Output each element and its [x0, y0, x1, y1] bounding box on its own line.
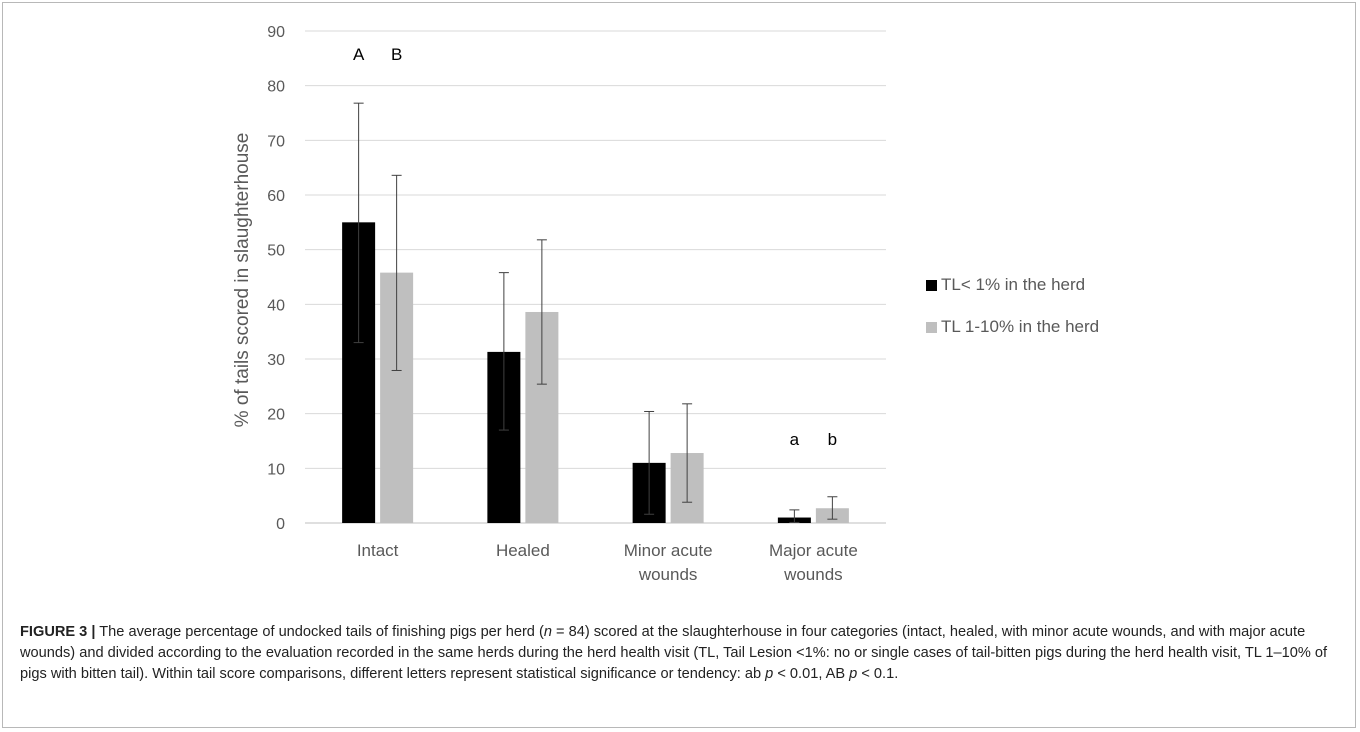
significance-letter: b: [828, 430, 837, 449]
x-tick-label: Major acute: [769, 541, 858, 560]
legend-swatch: [926, 322, 937, 333]
error-bar: [827, 496, 838, 520]
bars: [342, 222, 849, 524]
caption-text-3: < 0.01, AB: [773, 666, 850, 682]
figure-caption: FIGURE 3 | The average percentage of und…: [20, 622, 1340, 685]
x-tick-label: wounds: [783, 565, 843, 584]
y-axis-ticks: 0 10 20 30 40 50 60 70 80 90: [267, 24, 285, 533]
x-tick-label: Minor acute: [624, 541, 713, 560]
figure-label: FIGURE 3: [20, 624, 88, 640]
error-bars: [353, 102, 838, 523]
legend-swatch: [926, 280, 937, 291]
y-tick-label: 60: [267, 188, 285, 205]
significance-letters: A Ba b: [353, 45, 837, 449]
caption-n: n: [543, 624, 552, 640]
caption-text-2: = 84) scored at the slaughterhouse in fo…: [20, 624, 1328, 682]
y-tick-label: 40: [267, 297, 285, 314]
error-bar: [644, 410, 655, 515]
y-tick-label: 20: [267, 407, 285, 424]
caption-separator: |: [91, 624, 96, 640]
y-tick-label: 80: [267, 79, 285, 96]
caption-p-2: p: [849, 666, 858, 682]
significance-letter: a: [790, 430, 800, 449]
legend-label: TL< 1% in the herd: [941, 275, 1085, 294]
legend: TL< 1% in the herd TL 1-10% in the herd: [926, 275, 1099, 336]
significance-letter: B: [391, 45, 402, 64]
y-tick-label: 10: [267, 461, 285, 478]
legend-label: TL 1-10% in the herd: [941, 317, 1099, 336]
y-tick-label: 0: [276, 516, 285, 533]
error-bar: [789, 509, 800, 523]
y-tick-label: 50: [267, 243, 285, 260]
error-bar: [391, 174, 402, 371]
x-axis-ticks: Intact Healed Minor acute wounds Major acute…: [357, 541, 858, 584]
error-bar: [536, 239, 547, 385]
y-axis-label: % of tails scored in slaughterhouse: [232, 133, 253, 428]
x-tick-label: Healed: [496, 541, 550, 560]
x-tick-label: wounds: [638, 565, 698, 584]
y-tick-label: 30: [267, 352, 285, 369]
error-bar: [353, 102, 364, 344]
error-bar: [682, 403, 693, 503]
caption-text-1: The average percentage of undocked tails…: [99, 624, 544, 640]
y-tick-label: 70: [267, 133, 285, 150]
y-tick-label: 90: [267, 24, 285, 41]
bar-chart: 0 10 20 30 40 50 60 70 80 90 % of tails scored in…: [232, 24, 1099, 584]
x-tick-label: Intact: [357, 541, 399, 560]
caption-p-1: p: [765, 666, 774, 682]
caption-text-4: < 0.1.: [857, 666, 899, 682]
significance-letter: A: [353, 45, 365, 64]
error-bar: [498, 272, 509, 431]
